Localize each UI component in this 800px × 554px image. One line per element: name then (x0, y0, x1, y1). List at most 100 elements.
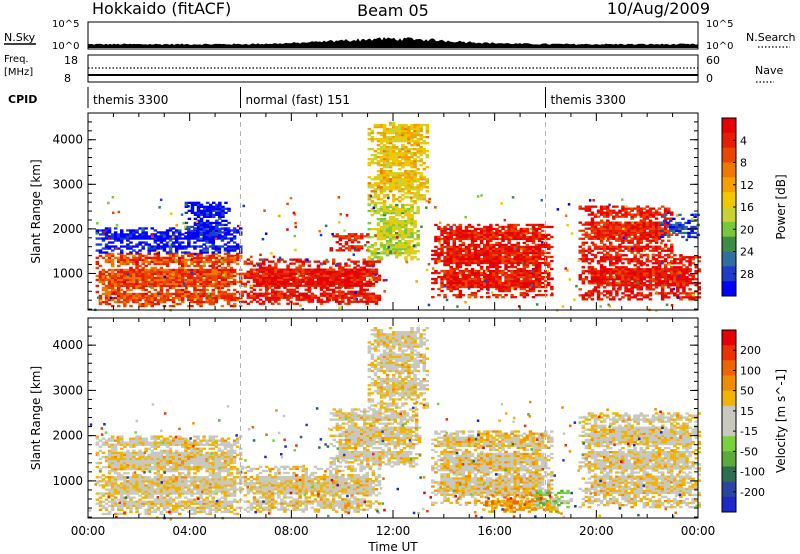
range-time-cell (489, 269, 493, 273)
range-time-cell (682, 290, 686, 293)
range-time-cell (581, 233, 586, 236)
range-time-cell (101, 251, 106, 254)
range-time-cell (609, 227, 613, 230)
range-time-cell (370, 136, 375, 139)
range-time-cell (344, 286, 348, 289)
range-time-cell (606, 213, 610, 216)
range-time-cell (356, 235, 361, 238)
range-time-cell (208, 302, 212, 306)
range-time-cell (205, 225, 210, 229)
range-time-cell (98, 251, 103, 254)
range-time-cell (217, 274, 222, 278)
range-time-cell (446, 275, 450, 279)
range-time-cell (362, 290, 366, 293)
range-time-cell (392, 220, 396, 223)
range-time-cell (104, 284, 109, 288)
range-time-cell (362, 258, 366, 261)
range-time-cell (670, 282, 674, 285)
range-time-cell (531, 249, 536, 253)
range-time-cell (636, 260, 640, 263)
range-time-cell (602, 211, 607, 214)
range-time-cell (581, 272, 586, 275)
range-time-cell (190, 268, 194, 272)
range-time-cell (144, 284, 148, 288)
range-time-cell (654, 280, 659, 283)
range-time-cell (398, 172, 402, 175)
range-time-cell (332, 292, 336, 295)
range-time-cell (202, 274, 206, 278)
range-time-cell (525, 279, 530, 283)
range-time-cell (353, 272, 357, 275)
range-time-cell (416, 156, 420, 159)
range-time-cell (298, 270, 302, 273)
range-time-cell (385, 232, 390, 235)
range-time-cell (425, 154, 429, 157)
range-time-cell (615, 254, 619, 257)
range-time-cell (123, 254, 127, 257)
range-time-cell (395, 172, 399, 175)
range-time-cell (184, 227, 189, 231)
range-time-cell (280, 292, 284, 295)
range-time-cell (596, 231, 601, 234)
range-time-cell (606, 251, 610, 254)
range-time-cell (252, 276, 257, 279)
range-time-cell (606, 296, 610, 299)
range-time-cell (325, 268, 330, 271)
range-time-cell (298, 272, 302, 275)
range-time-cell (187, 245, 191, 248)
range-time-cell (492, 245, 496, 249)
range-time-cell (534, 227, 539, 231)
range-time-cell (547, 245, 551, 249)
nsky-trace (88, 37, 698, 48)
range-time-cell (359, 284, 363, 287)
range-time-cell (615, 278, 619, 281)
range-time-cell (587, 227, 592, 230)
range-time-cell (479, 251, 484, 255)
range-time-cell (229, 245, 234, 248)
range-time-cell (483, 229, 487, 233)
range-time-cell (147, 290, 151, 294)
range-time-cell (489, 279, 493, 283)
range-time-cell (422, 148, 426, 151)
range-time-cell (609, 247, 613, 250)
range-time-cell (362, 296, 366, 299)
range-time-cell (388, 166, 393, 169)
range-time-cell (504, 285, 508, 289)
range-time-cell (404, 188, 408, 191)
range-time-cell (322, 274, 327, 277)
range-time-cell (395, 222, 399, 225)
range-time-cell (663, 284, 668, 287)
range-time-cell (624, 229, 628, 232)
range-time-cell (697, 270, 701, 273)
range-time-cell (132, 298, 136, 302)
range-time-cell (667, 284, 671, 287)
range-time-cell (679, 260, 683, 263)
range-time-cell (135, 296, 139, 300)
range-time-cell (193, 300, 197, 304)
range-time-cell (271, 272, 275, 275)
range-time-cell (223, 296, 228, 300)
range-time-cell (401, 234, 405, 237)
range-time-cell (498, 225, 502, 229)
range-time-cell (209, 205, 213, 208)
range-time-cell (226, 237, 231, 240)
range-time-cell (202, 268, 206, 272)
range-time-cell (181, 288, 185, 292)
range-time-cell (359, 270, 363, 273)
range-time-cell (483, 227, 487, 231)
range-time-cell (325, 280, 330, 283)
range-time-cell (202, 290, 206, 294)
range-time-cell (398, 228, 402, 231)
range-time-cell (274, 292, 278, 295)
range-time-cell (534, 255, 539, 259)
range-time-cell (280, 280, 284, 283)
range-time-cell (618, 225, 622, 228)
range-time-cell (422, 168, 426, 171)
range-time-cell (615, 274, 619, 277)
range-time-cell (295, 268, 299, 271)
range-time-cell (476, 231, 481, 235)
range-time-cell (184, 203, 189, 206)
range-time-cell (531, 257, 536, 261)
range-time-cell (404, 140, 408, 143)
cpid-mode-label: themis 3300 (551, 93, 626, 107)
